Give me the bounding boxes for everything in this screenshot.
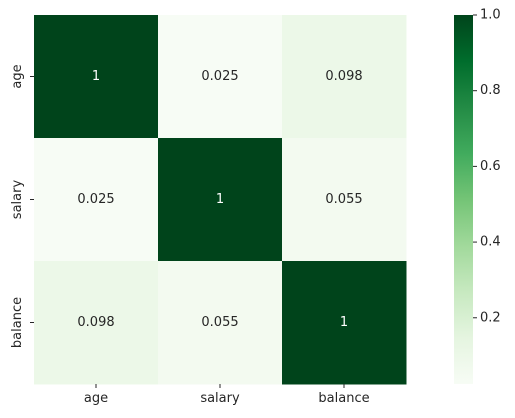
y-tick-label: age: [10, 64, 25, 88]
colorbar-tick-label: 0.8: [480, 83, 501, 98]
cell-value-label: 0.098: [77, 315, 114, 330]
cell-value-label: 0.025: [77, 192, 114, 207]
heatmap-cell-age-salary: [158, 15, 283, 139]
colorbar-scale: [454, 15, 473, 384]
x-axis: age salary balance: [84, 384, 370, 406]
colorbar-tick-label: 1.0: [480, 8, 501, 23]
colorbar: 0.2 0.4 0.6 0.8 1.0: [454, 8, 501, 384]
heatmap-cell-balance-balance: [282, 261, 407, 385]
cell-value-label: 1: [216, 192, 224, 207]
heatmap-cell-labels: 1 0.025 0.098 0.025 1 0.055 0.098 0.055 1: [77, 69, 362, 330]
heatmap-cells: [34, 15, 407, 385]
cell-value-label: 0.055: [201, 315, 238, 330]
x-tick-label: salary: [200, 391, 240, 406]
y-tick-label: salary: [10, 180, 25, 220]
heatmap-cell-balance-age: [34, 261, 159, 385]
cell-value-label: 1: [340, 315, 348, 330]
cell-value-label: 1: [92, 69, 100, 84]
y-axis: age salary balance: [10, 64, 34, 348]
heatmap-cell-salary-salary: [158, 138, 283, 262]
heatmap-cell-salary-age: [34, 138, 159, 262]
x-tick-label: age: [84, 391, 108, 406]
cell-value-label: 0.025: [201, 69, 238, 84]
cell-value-label: 0.098: [325, 69, 362, 84]
heatmap-cell-salary-balance: [282, 138, 407, 262]
colorbar-tick-label: 0.6: [480, 159, 501, 174]
cell-value-label: 0.055: [325, 192, 362, 207]
x-tick-label: balance: [318, 391, 369, 406]
y-tick-label: balance: [10, 297, 25, 348]
heatmap-cell-age-balance: [282, 15, 407, 139]
colorbar-tick-label: 0.4: [480, 235, 501, 250]
heatmap-cell-balance-salary: [158, 261, 283, 385]
colorbar-tick-label: 0.2: [480, 310, 501, 325]
heatmap-cell-age-age: [34, 15, 159, 139]
